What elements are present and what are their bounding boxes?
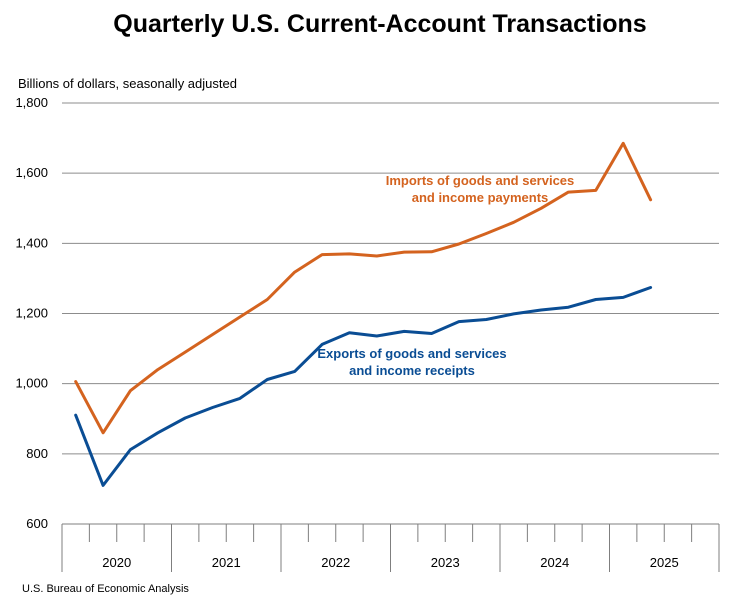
x-axis: 2020 2021 2022 2023 2024 2025 <box>61 523 720 572</box>
source-note: U.S. Bureau of Economic Analysis <box>22 583 189 595</box>
x-tick-label: 2023 <box>431 555 460 570</box>
y-axis-label: Billions of dollars, seasonally adjusted <box>18 76 237 91</box>
y-tick-label: 1,200 <box>15 306 48 321</box>
x-tick-label: 2020 <box>102 555 131 570</box>
y-tick-label: 1,800 <box>15 95 48 110</box>
imports-annotation: Imports of goods and services <box>386 173 575 188</box>
imports-annotation: and income payments <box>412 190 549 205</box>
exports-series-line <box>74 286 653 487</box>
x-tick-label: 2022 <box>321 555 350 570</box>
gridlines <box>62 102 719 455</box>
y-tick-label: 1,400 <box>15 235 48 250</box>
series-annotations: Imports of goods and services and income … <box>317 173 574 378</box>
exports-annotation: Exports of goods and services <box>317 346 506 361</box>
imports-series-line <box>74 141 653 435</box>
y-tick-label: 600 <box>26 516 48 531</box>
x-tick-label: 2021 <box>212 555 241 570</box>
y-tick-label: 800 <box>26 446 48 461</box>
exports-annotation: and income receipts <box>349 363 475 378</box>
chart-title: Quarterly U.S. Current-Account Transacti… <box>113 10 646 38</box>
series-lines <box>74 141 653 487</box>
x-tick-label: 2024 <box>540 555 569 570</box>
y-tick-label: 1,000 <box>15 376 48 391</box>
x-tick-label: 2025 <box>650 555 679 570</box>
y-tick-label: 1,600 <box>15 165 48 180</box>
y-tick-labels: 600 800 1,000 1,200 1,400 1,600 1,800 <box>15 95 48 531</box>
